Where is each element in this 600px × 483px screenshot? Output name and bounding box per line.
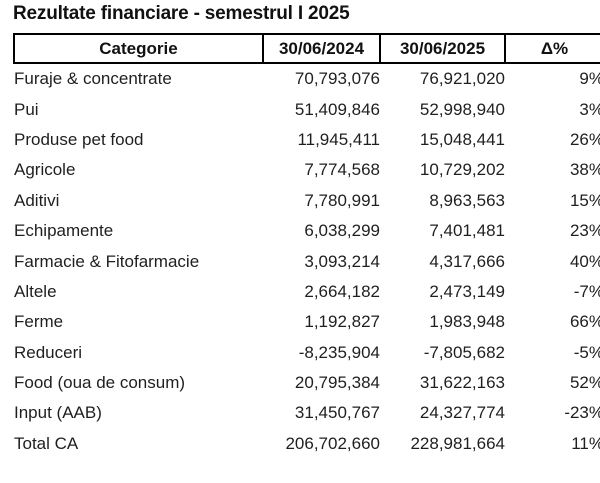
category-cell: Produse pet food <box>14 129 144 149</box>
table-row: Pui 51,409,846 52,998,940 3% <box>14 94 600 124</box>
delta-cell: 52% <box>569 373 600 393</box>
table-row: Altele 2,664,182 2,473,149 -7% <box>14 277 600 307</box>
financial-table: Categorie 30/06/2024 30/06/2025 Δ% Furaj… <box>13 33 600 459</box>
table-row: Furaje & concentrate 70,793,076 76,921,020… <box>14 63 600 94</box>
value-2025-cell: 10,729,202 <box>419 160 505 180</box>
value-2025-cell: 31,622,163 <box>419 373 505 393</box>
delta-cell: 26% <box>569 129 600 149</box>
header-categorie: Categorie <box>13 33 264 64</box>
category-cell: Farmacie & Fitofarmacie <box>14 251 200 271</box>
value-2025-cell: 228,981,664 <box>410 433 505 453</box>
value-2024-cell: 7,774,568 <box>304 160 380 180</box>
value-2024-cell: 1,192,827 <box>304 312 380 332</box>
category-cell: Total CA <box>14 433 79 453</box>
category-cell: Input (AAB) <box>14 403 102 423</box>
value-2024-cell: 31,450,767 <box>294 403 380 423</box>
value-2024-cell: 3,093,214 <box>304 251 380 271</box>
header-30-06-2024: 30/06/2024 <box>262 33 381 64</box>
value-2024-cell: 11,945,411 <box>297 129 380 149</box>
category-cell: Echipamente <box>14 221 114 241</box>
table-body: Furaje & concentrate 70,793,076 76,921,020… <box>14 63 600 459</box>
value-2024-cell: 20,795,384 <box>294 373 380 393</box>
value-2024-cell: 70,793,076 <box>294 69 380 89</box>
value-2024-cell: 51,409,846 <box>294 99 380 119</box>
delta-cell: -5% <box>573 342 600 362</box>
value-2025-cell: 1,983,948 <box>429 312 505 332</box>
value-2025-cell: 76,921,020 <box>419 69 505 89</box>
value-2025-cell: 8,963,563 <box>429 190 505 210</box>
delta-cell: 23% <box>569 221 600 241</box>
delta-cell: 38% <box>569 160 600 180</box>
value-2024-cell: 2,664,182 <box>304 281 380 301</box>
category-cell: Ferme <box>14 312 64 332</box>
table-row: Produse pet food 11,945,411 15,048,441 26% <box>14 125 600 155</box>
category-cell: Reduceri <box>14 342 83 362</box>
table-row: Aditivi 7,780,991 8,963,563 15% <box>14 186 600 216</box>
table-header: Categorie 30/06/2024 30/06/2025 Δ% <box>13 33 600 64</box>
delta-cell: 3% <box>579 99 600 119</box>
value-2024-cell: 206,702,660 <box>285 433 380 453</box>
delta-cell: -23% <box>564 403 600 423</box>
table-row: Input (AAB) 31,450,767 24,327,774 -23% <box>14 398 600 428</box>
value-2025-cell: -7,805,682 <box>423 342 505 362</box>
table-row: Reduceri -8,235,904 -7,805,682 -5% <box>14 338 600 368</box>
table-row: Food (oua de consum) 20,795,384 31,622,163… <box>14 368 600 398</box>
value-2025-cell: 7,401,481 <box>429 221 505 241</box>
category-cell: Food (oua de consum) <box>14 373 186 393</box>
table-row: Total CA 206,702,660 228,981,664 11% <box>14 429 600 459</box>
category-cell: Furaje & concentrate <box>14 69 172 89</box>
value-2025-cell: 24,327,774 <box>419 403 505 423</box>
category-cell: Agricole <box>14 160 76 180</box>
value-2025-cell: 4,317,666 <box>429 251 505 271</box>
delta-cell: 40% <box>569 251 600 271</box>
delta-cell: -7% <box>573 281 600 301</box>
table-row: Ferme 1,192,827 1,983,948 66% <box>14 307 600 337</box>
delta-cell: 15% <box>569 190 600 210</box>
table-row: Echipamente 6,038,299 7,401,481 23% <box>14 216 600 246</box>
page-title: Rezultate financiare - semestrul I 2025 <box>13 3 350 24</box>
delta-cell: 9% <box>579 69 600 89</box>
value-2024-cell: -8,235,904 <box>298 342 380 362</box>
header-row: Categorie 30/06/2024 30/06/2025 Δ% <box>13 33 600 64</box>
value-2024-cell: 6,038,299 <box>304 221 380 241</box>
table-row: Agricole 7,774,568 10,729,202 38% <box>14 155 600 185</box>
table-row: Farmacie & Fitofarmacie 3,093,214 4,317,66… <box>14 246 600 276</box>
delta-cell: 11% <box>571 433 600 453</box>
header-delta-percent: Δ% <box>504 33 600 64</box>
value-2025-cell: 52,998,940 <box>419 99 505 119</box>
category-cell: Pui <box>14 99 39 119</box>
value-2025-cell: 15,048,441 <box>419 129 505 149</box>
category-cell: Altele <box>14 281 57 301</box>
value-2024-cell: 7,780,991 <box>304 190 380 210</box>
category-cell: Aditivi <box>14 190 60 210</box>
header-30-06-2025: 30/06/2025 <box>379 33 506 64</box>
value-2025-cell: 2,473,149 <box>429 281 505 301</box>
delta-cell: 66% <box>569 312 600 332</box>
